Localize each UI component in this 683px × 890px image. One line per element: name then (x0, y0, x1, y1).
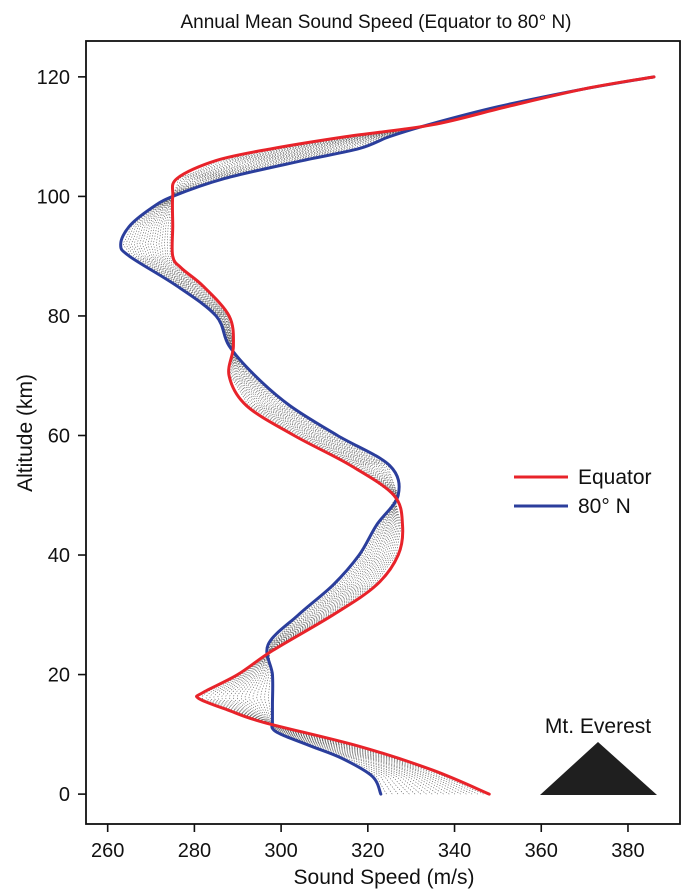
intermediate-latitude-line (166, 76, 655, 795)
y-tick-label: 40 (48, 545, 70, 567)
intermediate-latitude-line (169, 76, 655, 795)
y-tick-label: 60 (48, 425, 70, 447)
y-tick-label: 80 (48, 306, 70, 328)
x-tick-label: 280 (178, 840, 211, 862)
y-tick-label: 100 (37, 186, 70, 208)
x-tick-label: 320 (351, 840, 384, 862)
mt-everest-label: Mt. Everest (545, 715, 651, 738)
intermediate-latitude-line (147, 76, 655, 795)
x-tick-label: 380 (611, 840, 644, 862)
legend-label-equator: Equator (578, 466, 652, 489)
intermediate-latitude-line (142, 76, 655, 795)
intermediate-latitude-line (134, 76, 655, 795)
y-axis-label: Altitude (km) (14, 374, 37, 492)
chart-title: Annual Mean Sound Speed (Equator to 80° … (180, 12, 571, 33)
intermediate-latitude-line (131, 76, 655, 795)
intermediate-latitude-line (153, 76, 655, 795)
legend: Equator 80° N (514, 466, 652, 518)
intermediate-latitude-line (164, 76, 655, 795)
x-tick-label: 340 (438, 840, 471, 862)
y-tick-label: 20 (48, 665, 70, 687)
x-tick-label: 360 (525, 840, 558, 862)
intermediate-latitude-line (155, 76, 655, 795)
curves-group (119, 75, 656, 796)
y-tick-label: 120 (37, 67, 70, 89)
north-80-series-line (119, 75, 656, 796)
triangle-mountain-icon (540, 742, 657, 795)
equator-series-line (170, 75, 656, 796)
x-tick-label: 300 (264, 840, 297, 862)
intermediate-latitude-line (125, 76, 655, 795)
legend-label-80n: 80° N (578, 495, 631, 518)
y-tick-label: 0 (59, 784, 70, 806)
x-axis-ticks: 260 280 300 320 340 360 380 (91, 824, 645, 862)
x-axis-label: Sound Speed (m/s) (294, 866, 475, 889)
intermediate-latitude-line (145, 76, 655, 795)
mt-everest-annotation: Mt. Everest (540, 715, 657, 795)
intermediate-latitude-line (158, 76, 655, 795)
plot-frame (85, 40, 681, 825)
y-axis-ticks: 0 20 40 60 80 100 120 (37, 67, 86, 806)
x-tick-label: 260 (91, 840, 124, 862)
